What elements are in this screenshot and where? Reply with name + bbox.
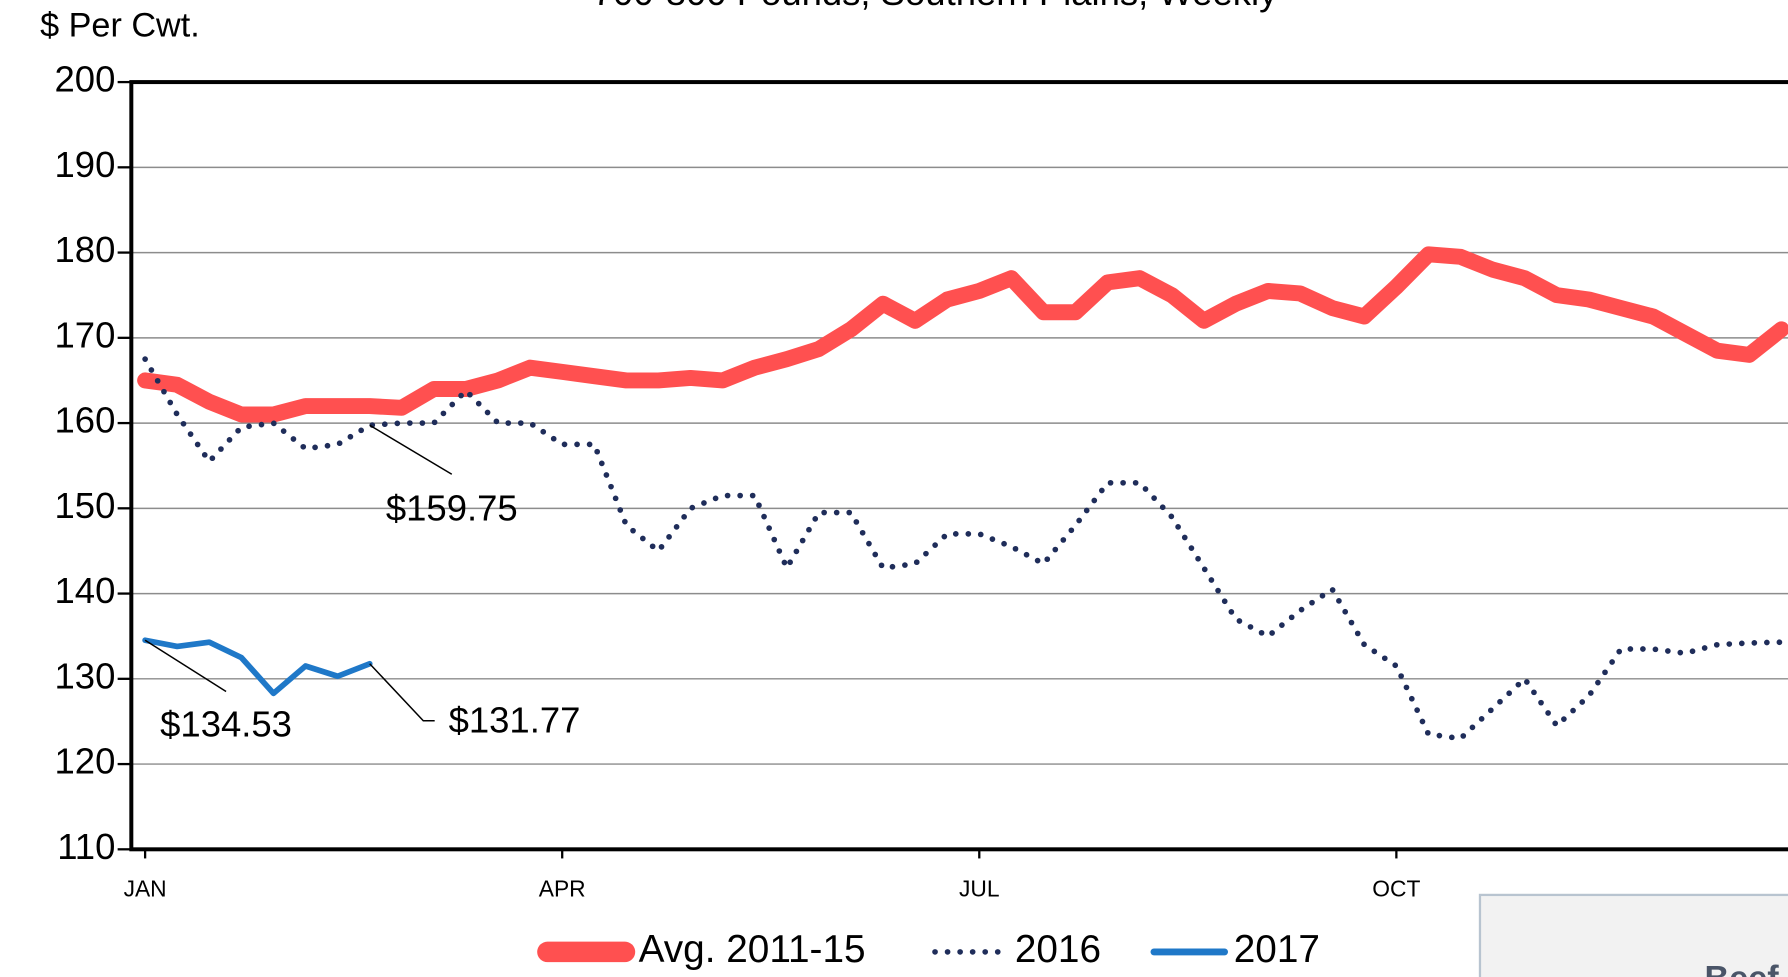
legend-label: 2016 <box>1015 928 1101 971</box>
x-tick-label: OCT <box>1372 875 1420 901</box>
x-tick-label: APR <box>539 875 586 901</box>
plot-frame <box>129 80 1788 852</box>
x-tick-label: JUL <box>959 875 1000 901</box>
panel-title: Beef <box>1705 959 1780 977</box>
y-tick-label: 140 <box>55 570 116 611</box>
y-tick-label: 190 <box>55 144 116 185</box>
y-tick-label: 180 <box>55 229 116 270</box>
y-axis-label: $ Per Cwt. <box>40 6 200 44</box>
y-tick-label: 110 <box>57 826 115 867</box>
chart-title: 700-800 Pounds, Southern Plains, Weekly <box>593 0 1278 13</box>
x-tick-label: JAN <box>124 875 167 901</box>
value-label: $159.75 <box>386 487 518 528</box>
side-panel <box>1478 893 1788 977</box>
y-tick-label: 150 <box>55 485 116 526</box>
legend-label: Avg. 2011-15 <box>639 928 866 971</box>
leader-line <box>369 424 453 475</box>
y-tick-label: 160 <box>55 400 116 441</box>
y-tick-label: 200 <box>55 59 116 100</box>
value-label: $134.53 <box>160 703 292 744</box>
y-tick-label: 170 <box>55 314 116 355</box>
series-line <box>137 246 1788 423</box>
series-line <box>142 356 1785 742</box>
leader-line <box>369 663 435 722</box>
y-tick-label: 120 <box>55 741 116 782</box>
value-label: $131.77 <box>449 700 581 741</box>
legend-label: 2017 <box>1234 928 1320 971</box>
series-line <box>142 637 373 697</box>
y-tick-label: 130 <box>55 655 116 696</box>
leader-line <box>144 639 227 693</box>
